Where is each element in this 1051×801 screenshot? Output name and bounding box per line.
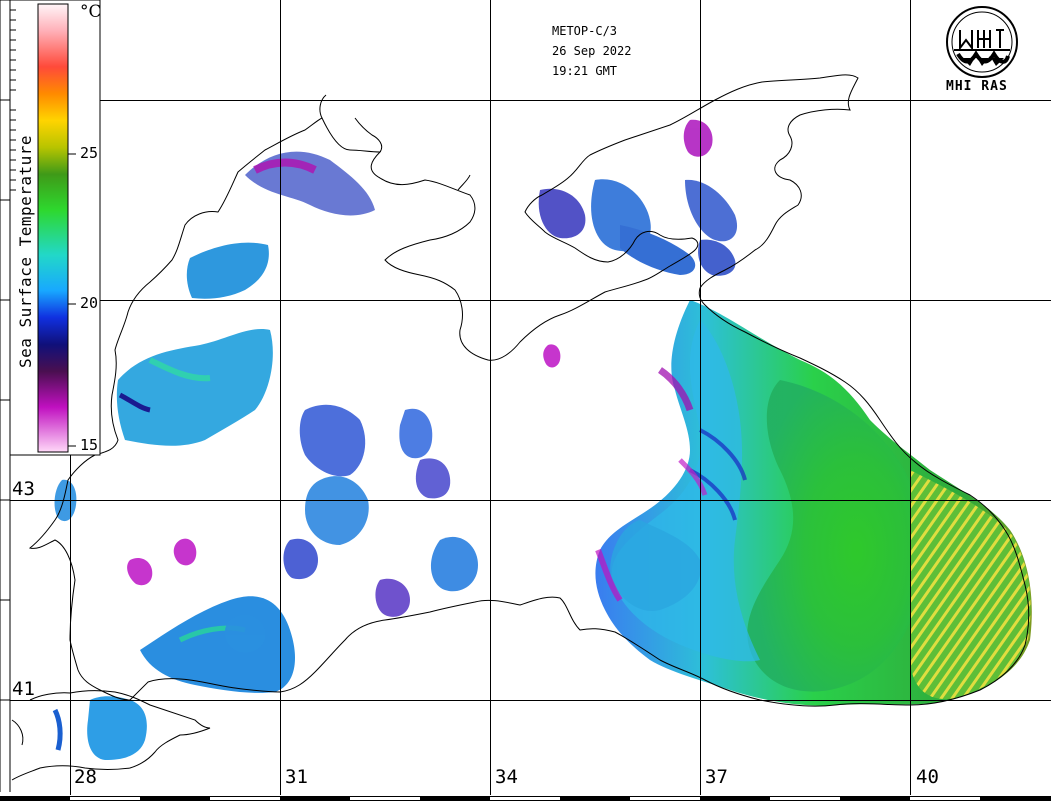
longitude-label-34: 34 — [495, 766, 518, 788]
longitude-label-37: 37 — [705, 766, 728, 788]
time-label: 19:21 GMT — [552, 64, 618, 78]
colorbar-tick-15: 15 — [80, 436, 99, 454]
date-label: 26 Sep 2022 — [552, 44, 632, 58]
mhi-ras-emblem-icon — [946, 6, 1018, 78]
longitude-label-40: 40 — [916, 766, 939, 788]
longitude-label-28: 28 — [74, 766, 97, 788]
longitude-label-31: 31 — [285, 766, 308, 788]
coastline — [11, 74, 1030, 781]
latitude-label-43: 43 — [12, 478, 35, 500]
colorbar-unit: °C — [80, 2, 102, 22]
satellite-label: METOP-C/3 — [552, 24, 618, 38]
latitude-label-41: 41 — [12, 678, 35, 700]
colorbar-tick-20: 20 — [80, 294, 99, 312]
colorbar-tick-25: 25 — [80, 144, 99, 162]
colorbar-title: Sea Surface Temperature — [16, 134, 35, 368]
logo-text: MHI RAS — [946, 79, 1008, 94]
